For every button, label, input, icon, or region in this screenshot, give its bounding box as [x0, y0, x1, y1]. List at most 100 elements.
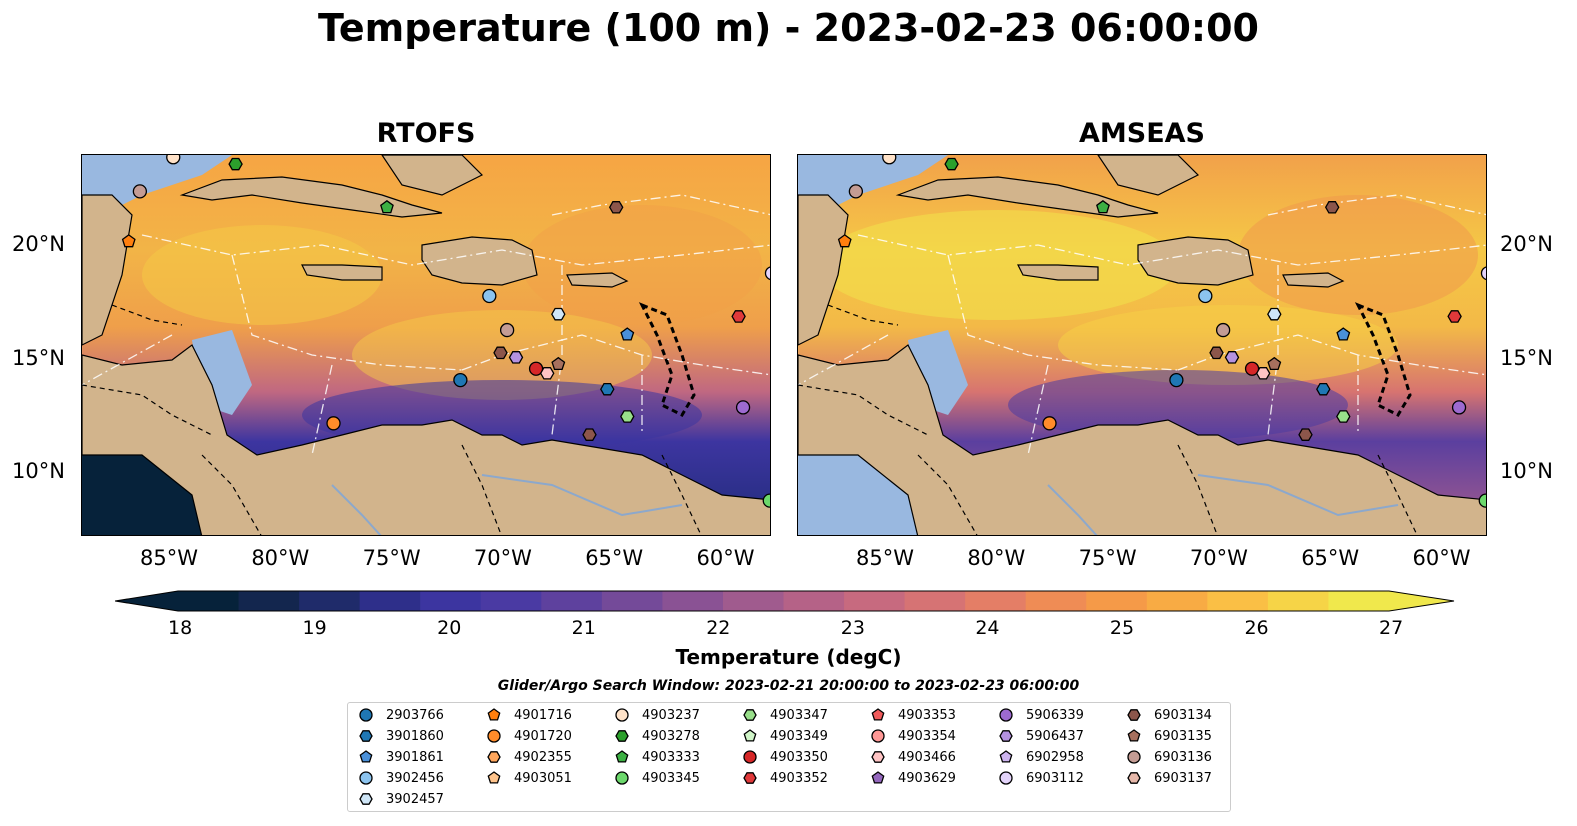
legend-item-6903112: 6903112: [998, 768, 1084, 788]
colorbar-tick-label: 18: [168, 617, 193, 639]
float-marker-6903134[interactable]: [608, 201, 624, 214]
float-marker-6903134[interactable]: [582, 428, 597, 441]
lon-tick-label: 70°W: [1189, 546, 1248, 570]
float-marker-6903136[interactable]: [1215, 322, 1231, 338]
float-marker-3901861[interactable]: [620, 327, 635, 341]
legend-item-6903135: 6903135: [1126, 726, 1212, 746]
pentagon-marker-icon: [487, 771, 501, 784]
legend-item-label: 4903345: [642, 770, 700, 786]
pentagon-marker-icon: [999, 750, 1013, 763]
float-marker-4903237[interactable]: [166, 155, 181, 165]
colorbar-segment: [178, 591, 240, 611]
hexagon-marker-icon: [1127, 709, 1141, 721]
legend-item-label: 4903349: [770, 728, 828, 744]
float-marker-4903352[interactable]: [1447, 310, 1462, 323]
float-marker-3902456[interactable]: [1198, 288, 1213, 304]
float-marker-3902457[interactable]: [551, 307, 566, 321]
land-central-south-america: [82, 344, 770, 535]
colorbar-segment: [1146, 591, 1208, 611]
pentagon-marker-icon: [743, 729, 757, 742]
legend-item-label: 3901860: [386, 728, 444, 744]
lon-tick-label: 65°W: [1301, 546, 1360, 570]
circle-marker-icon: [999, 708, 1013, 722]
float-marker-6903112[interactable]: [1480, 266, 1488, 281]
float-marker-6903134[interactable]: [493, 346, 508, 360]
float-marker-3902456[interactable]: [482, 288, 497, 304]
float-marker-4901720[interactable]: [326, 416, 341, 431]
legend: 2903766 3901860 3901861 3902456 3902457 49017…: [347, 702, 1231, 812]
float-marker-4903237[interactable]: [882, 155, 897, 165]
legend-item-label: 4903466: [898, 749, 956, 765]
lat-tick-label: 10°N: [1500, 459, 1553, 484]
float-marker-2903766[interactable]: [453, 372, 468, 388]
float-marker-4903333[interactable]: [1096, 199, 1110, 214]
float-marker-3901860[interactable]: [1316, 382, 1331, 396]
figure-title: Temperature (100 m) - 2023-02-23 06:00:0…: [317, 6, 1259, 50]
warm-region: [522, 205, 762, 325]
float-marker-6903112[interactable]: [764, 266, 772, 281]
float-marker-6903134[interactable]: [1324, 201, 1340, 214]
float-marker-4901716[interactable]: [121, 234, 136, 248]
float-marker-4903333[interactable]: [380, 199, 394, 214]
float-marker-4901720[interactable]: [1042, 416, 1057, 431]
lat-tick-label: 10°N: [12, 459, 65, 484]
float-marker-6903136[interactable]: [499, 322, 515, 338]
colorbar-segment: [904, 591, 966, 611]
colorbar-tick-label: 24: [975, 617, 1000, 639]
colorbar-tick-label: 26: [1244, 617, 1269, 639]
colorbar-segment: [299, 591, 361, 611]
lat-tick-label: 15°N: [1500, 345, 1553, 370]
float-marker-4903352[interactable]: [731, 310, 746, 323]
colorbar-extend-high: [1389, 591, 1454, 611]
lat-tick-label: 20°N: [1500, 231, 1553, 256]
float-marker-3901861[interactable]: [1336, 327, 1351, 341]
hexagon-marker-icon: [615, 730, 629, 742]
land-bahamas: [381, 155, 484, 196]
float-marker-5906339[interactable]: [1451, 400, 1467, 415]
float-marker-4903466[interactable]: [539, 367, 555, 380]
colorbar-tick-label: 21: [571, 617, 596, 639]
hexagon-marker-icon: [487, 751, 501, 763]
shelf-water: [798, 155, 948, 215]
lon-tick-label: 85°W: [140, 546, 199, 570]
colorbar-segment: [1328, 591, 1390, 611]
float-marker-6903134[interactable]: [1298, 428, 1313, 441]
legend-item-label: 6903134: [1154, 707, 1212, 723]
float-marker-4903278[interactable]: [944, 157, 959, 171]
lon-tick-label: 80°W: [251, 546, 310, 570]
float-marker-4903345[interactable]: [1478, 493, 1487, 508]
land-central-south-america: [798, 344, 1486, 535]
float-marker-3901860[interactable]: [600, 382, 615, 396]
legend-item-label: 5906437: [1026, 728, 1084, 744]
float-marker-4903347[interactable]: [620, 410, 635, 423]
float-marker-4901716[interactable]: [837, 234, 852, 248]
float-marker-6903135[interactable]: [1267, 356, 1282, 371]
float-marker-6903136[interactable]: [132, 184, 148, 199]
float-marker-6903134[interactable]: [1209, 346, 1224, 360]
hexagon-marker-icon: [359, 730, 373, 742]
colorbar-tick-label: 20: [437, 617, 462, 639]
float-marker-4903466[interactable]: [1255, 367, 1271, 380]
legend-item-4903333: 4903333: [614, 747, 700, 767]
float-marker-4903347[interactable]: [1336, 410, 1351, 423]
float-marker-6903135[interactable]: [551, 356, 566, 371]
float-marker-3902457[interactable]: [1267, 307, 1282, 321]
float-marker-6903136[interactable]: [848, 184, 864, 199]
float-marker-4903345[interactable]: [762, 493, 771, 508]
colorbar-segment: [420, 591, 482, 611]
float-markers: [121, 155, 772, 508]
legend-item-4903353: 4903353: [870, 705, 956, 725]
float-marker-2903766[interactable]: [1169, 372, 1184, 388]
lon-tick-label: 80°W: [967, 546, 1026, 570]
map-panel-rtofs[interactable]: [81, 154, 771, 536]
float-marker-5906437[interactable]: [1224, 351, 1240, 364]
pentagon-marker-icon: [487, 708, 501, 721]
map-panel-amseas[interactable]: [797, 154, 1487, 536]
country-borders: [82, 304, 702, 535]
float-marker-5906339[interactable]: [735, 400, 751, 415]
legend-item-label: 4903333: [642, 749, 700, 765]
legend-item-label: 4903350: [770, 749, 828, 765]
float-marker-5906437[interactable]: [508, 351, 524, 364]
float-marker-4903278[interactable]: [228, 157, 243, 171]
legend-item-2903766: 2903766: [358, 705, 444, 725]
